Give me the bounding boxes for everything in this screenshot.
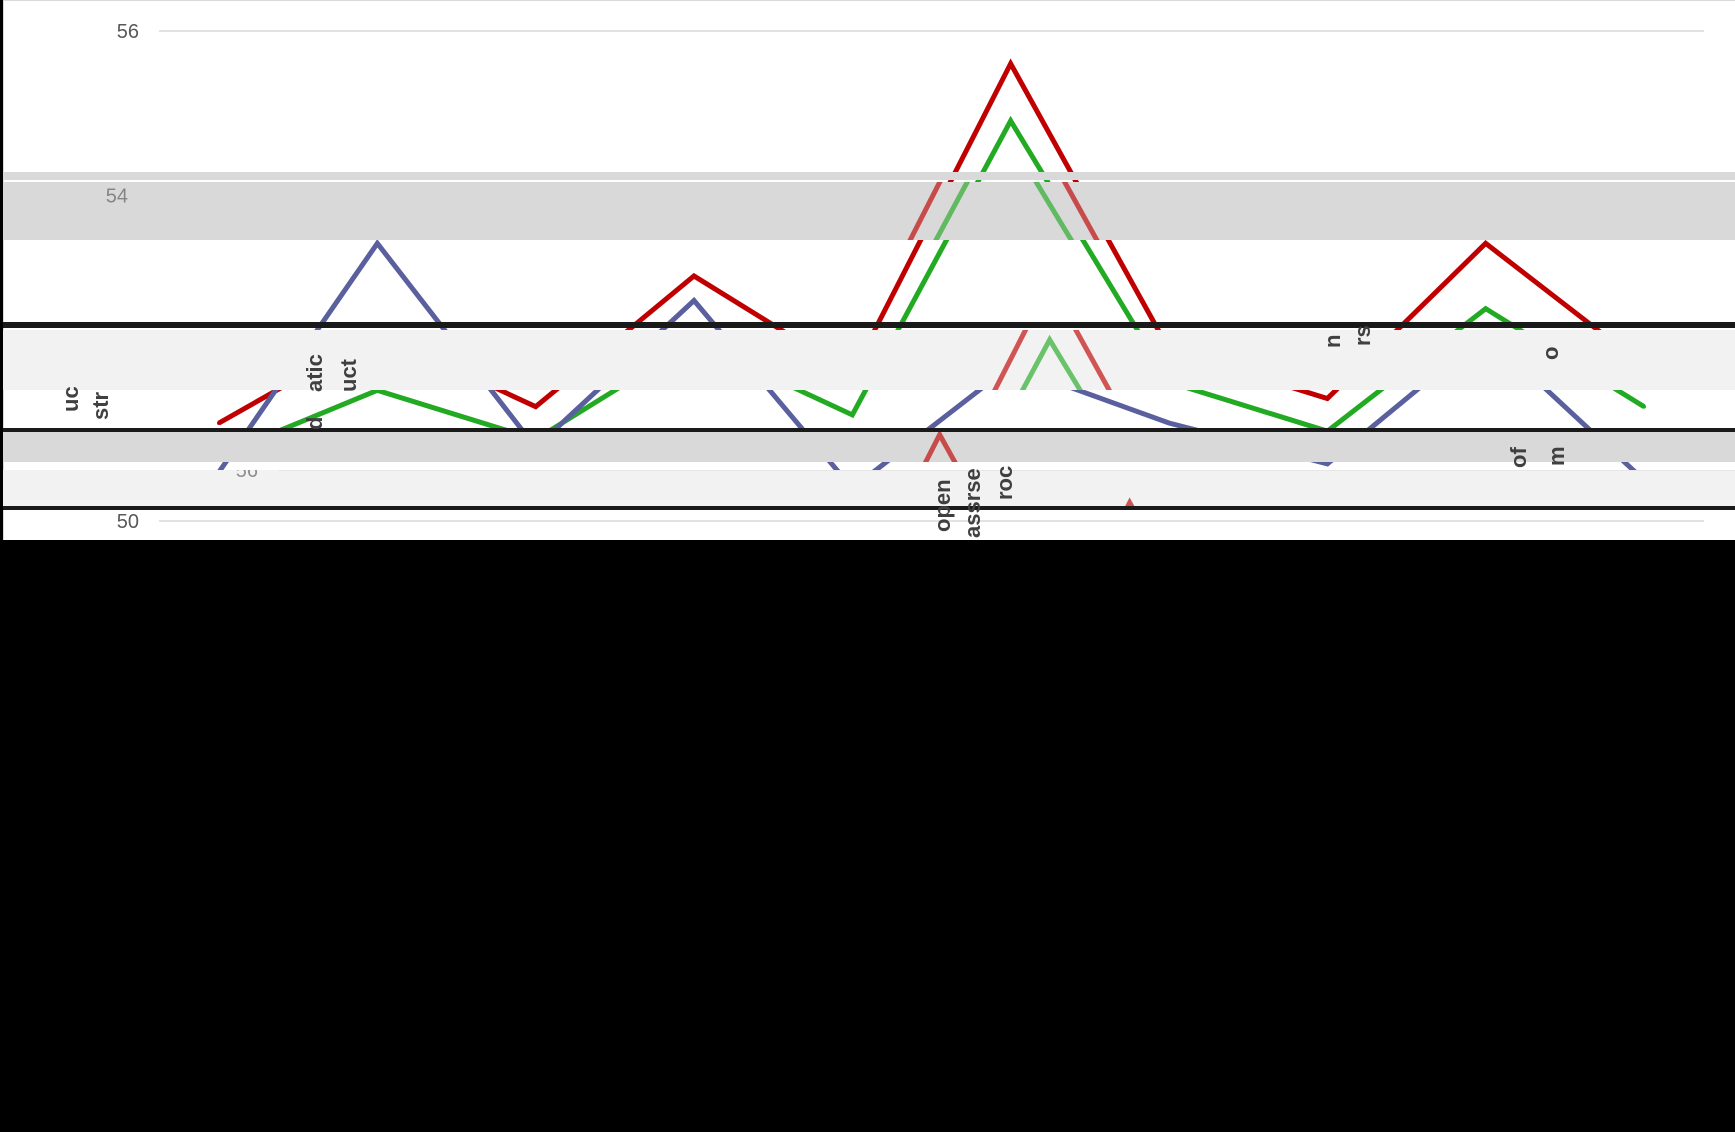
glitch-band	[3, 322, 1735, 328]
category-label-fragment: atic	[302, 354, 327, 392]
series-0-point	[1127, 500, 1132, 505]
series-0-point	[692, 274, 696, 278]
series-1-point	[850, 412, 855, 417]
glitch-band-copy: 50525456	[922, 432, 958, 462]
category-label-fragment: assrse	[960, 468, 985, 538]
series-0-point	[1008, 61, 1013, 66]
glitch-band	[3, 428, 1735, 432]
category-label-fragment: uc	[58, 386, 83, 412]
series-line-0	[992, 330, 1112, 390]
series-0-point	[1483, 241, 1488, 246]
category-label-fragment: of	[1506, 447, 1531, 468]
series-2-point	[692, 298, 696, 303]
category-label-fragment: d	[302, 416, 327, 430]
category-label-fragment: m	[1544, 446, 1569, 466]
glitch-band-copy: 50525456	[236, 470, 1735, 506]
series-0-point	[1325, 396, 1330, 401]
series-1-point	[1483, 306, 1488, 311]
chart-layer: 50525456	[992, 330, 1112, 390]
glitch-band: 50525456	[3, 182, 1735, 240]
series-line-0	[907, 182, 1100, 240]
category-label-fragment: o	[1538, 346, 1563, 360]
category-label-fragment: rs	[1350, 325, 1375, 346]
series-line-0	[922, 432, 958, 462]
category-label-fragment: n	[1320, 334, 1345, 348]
series-0-point	[937, 432, 942, 437]
category-label-fragment: uct	[336, 359, 361, 392]
series-2-point	[1325, 461, 1330, 466]
series-1-point	[1008, 118, 1013, 123]
y-tick-label: 56	[236, 470, 258, 482]
glitch-band-copy: 50525456	[106, 182, 1693, 240]
series-2-point	[375, 241, 380, 246]
y-tick-label: 50	[117, 511, 139, 533]
chart-layer: 50525456	[922, 432, 958, 462]
glitch-band	[3, 506, 1735, 510]
y-tick-label: 54	[106, 185, 128, 207]
series-line-1	[1019, 334, 1083, 390]
series-1-point	[1642, 404, 1646, 409]
category-label-fragment: roc	[992, 465, 1017, 500]
series-line-1	[933, 182, 1075, 240]
y-tick-label: 56	[117, 21, 139, 43]
black-void	[0, 540, 1735, 1132]
glitch-band-copy: 50525456	[992, 330, 1112, 390]
glitch-band: 50525456	[3, 330, 1735, 390]
chart-layer: 50525456	[106, 182, 1693, 240]
series-2-point	[1167, 421, 1171, 425]
category-label-fragment: open	[930, 479, 955, 532]
chart-layer: 50525456	[236, 470, 1735, 506]
glitch-band: 50525456	[3, 432, 1735, 462]
glitch-band: 50525456	[3, 470, 1735, 506]
series-0-point	[217, 421, 221, 425]
series-0-point	[533, 404, 538, 409]
glitch-band	[3, 172, 1735, 180]
category-label-fragment: str	[88, 391, 113, 420]
series-1-point	[1047, 337, 1052, 342]
